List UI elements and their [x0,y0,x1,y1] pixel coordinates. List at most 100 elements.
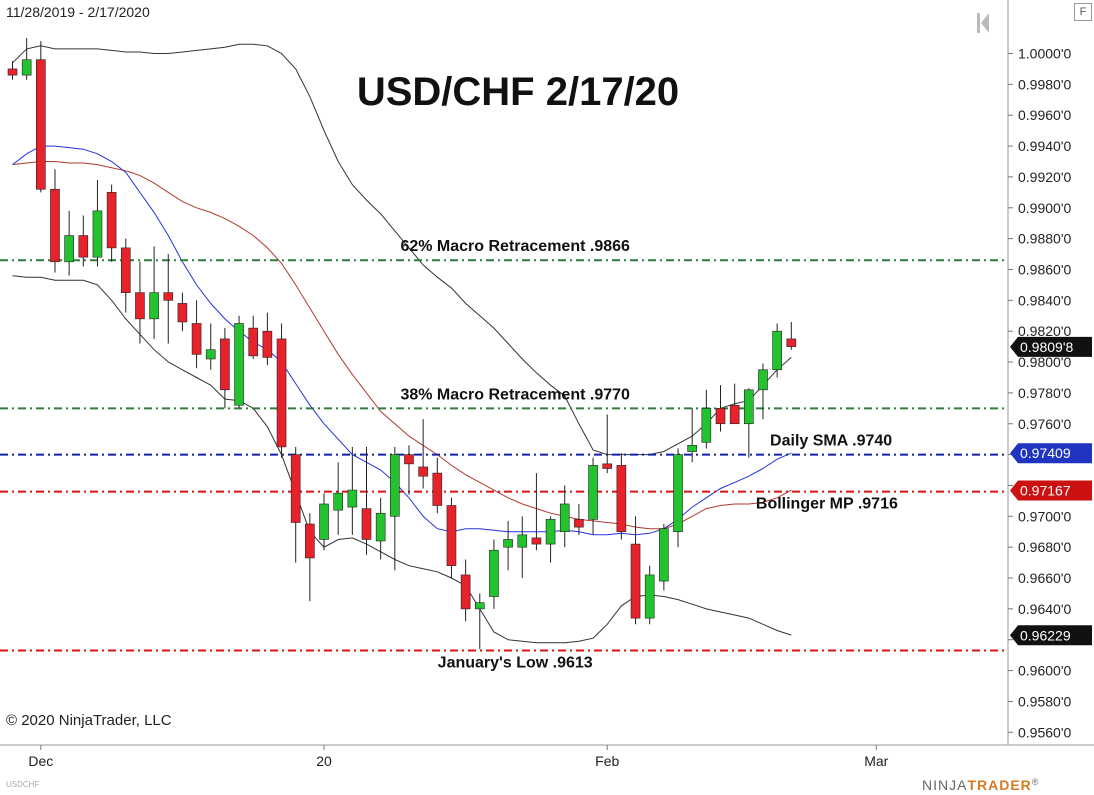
candle [135,261,145,344]
candle-body [503,539,513,548]
candlesticks [7,38,797,649]
candle-body [474,602,485,610]
level-label: 62% Macro Retracement .9866 [400,238,630,255]
candle [729,383,740,425]
candle [517,516,528,579]
price-badge-label: 0.9809'8 [1020,339,1073,355]
candle [418,419,428,489]
candle [333,462,343,535]
candle [531,473,542,551]
candle-body [432,472,443,506]
candle [432,457,443,514]
candle-body [687,445,697,452]
candle [545,516,556,563]
f-button[interactable]: F [1074,3,1092,21]
candle-body [673,454,683,533]
y-tick-label: 0.9600'0 [1018,663,1071,679]
candle [758,363,768,420]
logo-mark: ® [1031,777,1040,787]
candle [786,321,797,350]
candle-body [375,512,386,542]
price-badge-box [1010,625,1092,646]
candle [588,457,598,535]
y-tick-label: 0.9580'0 [1018,693,1071,709]
logo-prefix: NINJA [922,777,968,793]
candle [191,300,202,369]
candle-body [248,327,259,357]
price-badge-box [1010,480,1092,501]
candle-body [744,389,754,425]
candle [347,446,358,535]
candle [149,246,159,339]
candle-body [361,508,372,540]
candle [78,215,89,267]
candle [503,520,513,571]
candle [276,323,287,458]
y-tick-label: 0.9820'0 [1018,323,1071,339]
y-tick-label: 0.9800'0 [1018,354,1071,370]
y-tick-label: 0.9560'0 [1018,724,1071,740]
candle-body [92,210,103,258]
candle [248,315,259,359]
y-tick-label: 0.9780'0 [1018,385,1071,401]
level-label: 38% Macro Retracement .9770 [400,386,630,403]
date-range: 11/28/2019 - 2/17/2020 [6,4,150,20]
candle-body [191,323,202,355]
candle-body [135,292,145,320]
candle-body [418,466,428,477]
candle [163,254,174,344]
rewind-icon[interactable] [976,10,990,36]
y-tick-label: 0.9960'0 [1018,107,1071,123]
candle-body [588,465,598,520]
price-badge: 0.96229 [1010,625,1092,646]
candle-body [106,192,117,249]
y-tick-label: 0.9700'0 [1018,508,1071,524]
candle [715,385,726,432]
candle-body [36,59,46,190]
candle-body [616,465,627,533]
price-badge: 0.97167 [1010,480,1092,501]
candle-body [715,408,726,425]
candle-body [729,404,740,425]
x-tick-label: Dec [28,753,53,769]
candle-body [234,323,244,406]
candle-body [333,492,343,511]
bollinger-lower-line [12,275,792,644]
candle [744,388,754,458]
candle [687,408,697,463]
candle-body [205,349,216,360]
y-tick-label: 0.9920'0 [1018,169,1071,185]
candle-body [489,549,499,597]
y-tick-label: 0.9640'0 [1018,601,1071,617]
candle-body [220,338,230,391]
candle-body [21,59,32,76]
bollinger-upper-line [12,43,792,456]
level-label: Bollinger MP .9716 [756,496,898,513]
price-badge-box [1010,336,1092,357]
candle [7,61,18,80]
candle-body [404,454,414,465]
candle-body [347,489,358,508]
candle-body [758,369,768,391]
candle [21,38,32,80]
candle [574,503,584,535]
candle-body [390,454,400,517]
candle-body [149,292,159,320]
candle [92,180,103,267]
candle [106,184,117,262]
candle [772,323,782,378]
price-badge: 0.97409 [1010,443,1092,464]
y-tick-label: 0.9660'0 [1018,570,1071,586]
candle [404,445,414,495]
candle-body [701,408,712,443]
candle [319,493,329,551]
candle-body [276,338,287,448]
candle [559,485,570,548]
price-badge-label: 0.97167 [1020,483,1071,499]
candle [375,497,386,560]
y-tick-label: 0.9900'0 [1018,200,1071,216]
candle [64,210,74,276]
candle-body [460,574,471,610]
y-tick-label: 1.0000'0 [1018,46,1071,62]
chart-title: USD/CHF 2/17/20 [357,70,679,114]
